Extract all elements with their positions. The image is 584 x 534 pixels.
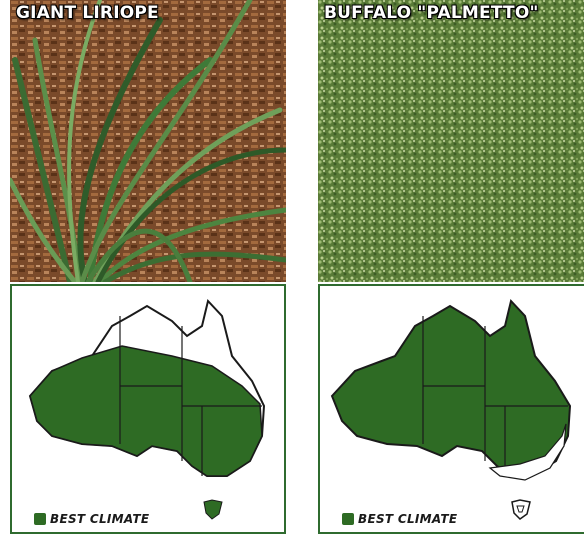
giant-liriope-photo: GIANT LIRIOPE (10, 0, 286, 282)
legend-swatch (34, 513, 46, 525)
tasmania-filled (203, 499, 223, 520)
climate-legend: BEST CLIMATE (34, 512, 149, 526)
buffalo-grass-image (318, 0, 584, 282)
tasmania-outline (511, 499, 531, 520)
best-climate-region (330, 298, 572, 477)
australia-map (28, 298, 266, 477)
climate-map-panel: BEST CLIMATE (318, 284, 584, 534)
non-climate-region (488, 423, 567, 481)
best-climate-region (29, 345, 263, 477)
legend-swatch (342, 513, 354, 525)
legend-label: BEST CLIMATE (358, 512, 458, 526)
legend-label: BEST CLIMATE (50, 512, 150, 526)
australia-map (330, 298, 572, 481)
plant-caption: GIANT LIRIOPE (16, 3, 159, 23)
climate-legend: BEST CLIMATE (342, 512, 457, 526)
plant-card-giant-liriope: GIANT LIRIOPE BEST CLIMATE (10, 0, 286, 534)
buffalo-palmetto-photo: BUFFALO "PALMETTO" (318, 0, 584, 282)
liriope-image (10, 0, 286, 282)
plant-card-buffalo-palmetto: BUFFALO "PALMETTO" BEST CLIMATE (318, 0, 584, 534)
climate-map-panel: BEST CLIMATE (10, 284, 286, 534)
plant-caption: BUFFALO "PALMETTO" (324, 3, 539, 23)
